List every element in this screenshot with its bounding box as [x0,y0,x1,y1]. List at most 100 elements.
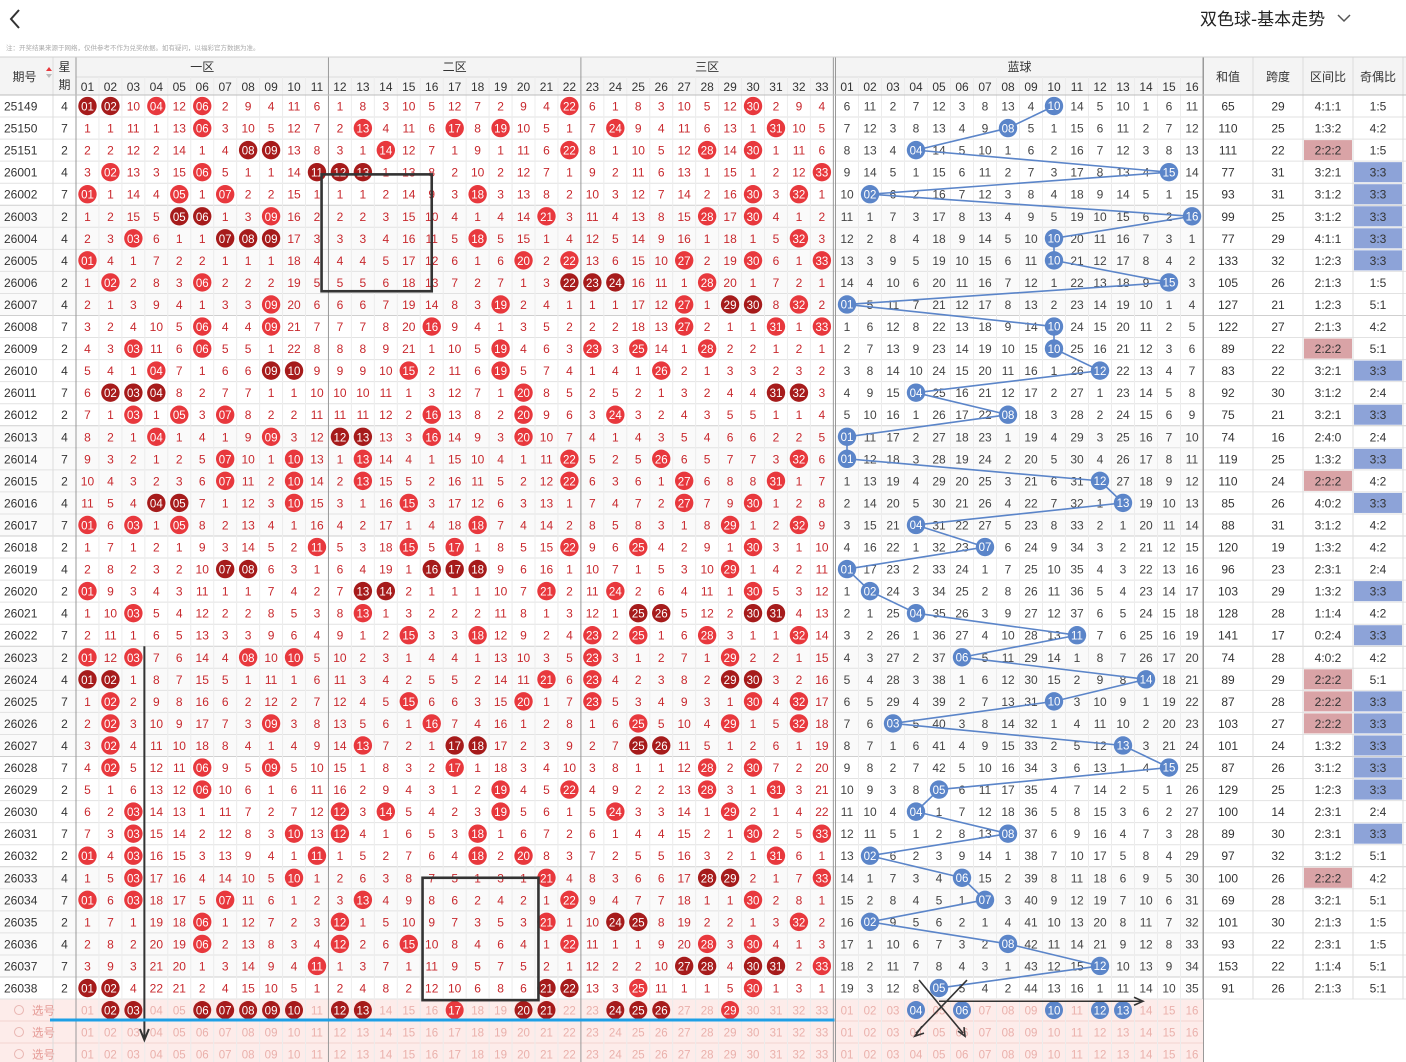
select-red-number[interactable]: 24 [609,1050,622,1062]
select-red-number[interactable]: 32 [793,1006,806,1018]
select-red-number[interactable]: 31 [770,1006,783,1018]
select-red-number[interactable]: 13 [356,1028,369,1040]
select-red-number[interactable]: 06 [196,1028,209,1040]
select-blue-number[interactable]: 01 [841,1006,854,1018]
select-red-number[interactable]: 23 [586,1050,599,1062]
selected-red-ball[interactable] [216,1001,235,1020]
select-red-number[interactable]: 17 [448,1028,461,1040]
select-blue-number[interactable]: 14 [1140,1050,1153,1062]
select-blue-number[interactable]: 08 [1002,1028,1015,1040]
selected-blue-ball[interactable] [1091,1001,1109,1020]
select-blue-number[interactable]: 02 [864,1050,877,1062]
select-blue-number[interactable]: 10 [1048,1050,1061,1062]
select-red-number[interactable]: 27 [678,1006,691,1018]
select-red-number[interactable]: 25 [632,1028,645,1040]
select-red-number[interactable]: 15 [402,1050,415,1062]
select-red-number[interactable]: 19 [494,1006,507,1018]
select-red-number[interactable]: 32 [793,1050,806,1062]
select-red-number[interactable]: 16 [425,1050,438,1062]
select-red-number[interactable]: 07 [219,1050,232,1062]
select-blue-number[interactable]: 03 [887,1006,900,1018]
select-red-number[interactable]: 11 [311,1006,323,1018]
select-blue-number[interactable]: 09 [1025,1028,1038,1040]
select-red-number[interactable]: 02 [104,1028,117,1040]
select-red-number[interactable]: 08 [242,1028,255,1040]
select-blue-number[interactable]: 14 [1140,1028,1153,1040]
issue-column-header[interactable]: 期号 [12,70,36,84]
selected-blue-ball[interactable] [953,1001,971,1020]
select-red-number[interactable]: 15 [402,1028,415,1040]
select-red-number[interactable]: 02 [104,1050,117,1062]
select-red-number[interactable]: 18 [471,1028,484,1040]
select-blue-number[interactable]: 02 [864,1006,877,1018]
select-red-number[interactable]: 03 [127,1028,140,1040]
select-red-number[interactable]: 05 [173,1028,186,1040]
select-blue-number[interactable]: 16 [1186,1028,1199,1040]
selected-red-ball[interactable] [239,1001,258,1020]
selected-red-ball[interactable] [101,1001,120,1020]
back-button[interactable] [0,0,36,38]
select-red-number[interactable]: 30 [747,1050,760,1062]
select-red-number[interactable]: 16 [425,1006,438,1018]
select-red-number[interactable]: 04 [150,1028,163,1040]
select-red-number[interactable]: 21 [540,1050,553,1062]
selected-red-ball[interactable] [353,1001,372,1020]
select-blue-number[interactable]: 07 [979,1050,992,1062]
select-red-number[interactable]: 32 [793,1028,806,1040]
select-red-number[interactable]: 01 [81,1006,94,1018]
select-blue-number[interactable]: 01 [841,1050,854,1062]
select-blue-number[interactable]: 08 [1002,1050,1015,1062]
selected-red-ball[interactable] [330,1001,349,1020]
select-red-number[interactable]: 28 [701,1050,714,1062]
select-red-number[interactable]: 09 [265,1028,278,1040]
select-red-number[interactable]: 05 [173,1050,186,1062]
select-red-number[interactable]: 11 [311,1028,323,1040]
select-red-number[interactable]: 31 [770,1050,783,1062]
select-red-number[interactable]: 13 [356,1050,369,1062]
select-red-number[interactable]: 30 [747,1006,760,1018]
select-red-number[interactable]: 04 [150,1006,163,1018]
select-red-number[interactable]: 22 [563,1050,576,1062]
select-blue-number[interactable]: 10 [1048,1028,1061,1040]
selected-red-ball[interactable] [124,1001,143,1020]
select-blue-number[interactable]: 07 [979,1006,992,1018]
select-blue-number[interactable]: 16 [1186,1006,1199,1018]
select-red-number[interactable]: 14 [379,1028,392,1040]
selected-blue-ball[interactable] [1114,1001,1132,1020]
select-red-number[interactable]: 28 [701,1028,714,1040]
select-blue-number[interactable]: 15 [1163,1028,1176,1040]
select-blue-number[interactable]: 09 [1025,1006,1038,1018]
select-red-number[interactable]: 11 [311,1050,323,1062]
select-blue-number[interactable]: 14 [1140,1006,1153,1018]
select-red-number[interactable]: 26 [655,1028,668,1040]
select-radio[interactable] [14,1005,24,1016]
select-red-number[interactable]: 15 [402,1006,415,1018]
select-red-number[interactable]: 06 [196,1050,209,1062]
select-red-number[interactable]: 21 [540,1028,553,1040]
selected-red-ball[interactable] [285,1001,304,1020]
select-blue-number[interactable]: 09 [1025,1050,1038,1062]
sort-up-icon[interactable] [46,67,52,71]
select-red-number[interactable]: 23 [586,1006,599,1018]
selected-red-ball[interactable] [193,1001,212,1020]
select-red-number[interactable]: 33 [815,1006,828,1018]
select-red-number[interactable]: 33 [815,1028,828,1040]
select-red-number[interactable]: 01 [81,1028,94,1040]
select-red-number[interactable]: 01 [81,1050,94,1062]
select-red-number[interactable]: 29 [724,1050,737,1062]
select-blue-number[interactable]: 03 [887,1050,900,1062]
select-red-number[interactable]: 29 [724,1028,737,1040]
select-red-number[interactable]: 12 [334,1028,347,1040]
selected-red-ball[interactable] [514,1001,533,1020]
select-red-number[interactable]: 18 [471,1050,484,1062]
select-red-number[interactable]: 18 [471,1006,484,1018]
selected-blue-ball[interactable] [1045,1001,1063,1020]
select-red-number[interactable]: 22 [563,1006,576,1018]
select-radio[interactable] [14,1049,24,1060]
select-red-number[interactable]: 16 [425,1028,438,1040]
select-blue-number[interactable]: 15 [1163,1006,1176,1018]
select-blue-number[interactable]: 13 [1117,1028,1130,1040]
select-blue-number[interactable]: 05 [933,1006,946,1018]
select-red-number[interactable]: 08 [242,1050,255,1062]
sort-down-icon[interactable] [46,74,52,78]
